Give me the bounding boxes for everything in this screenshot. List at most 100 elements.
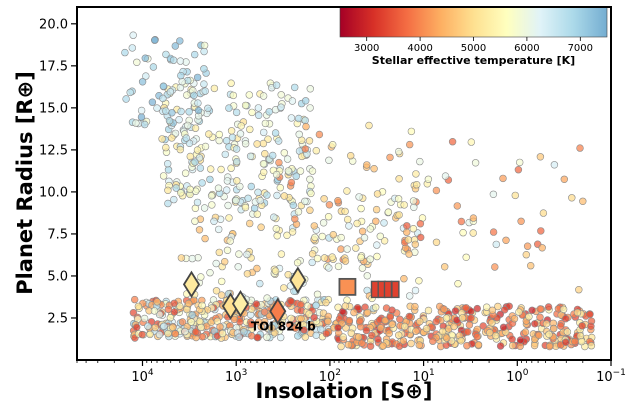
planet-point — [344, 341, 353, 349]
planet-point — [177, 254, 186, 262]
planet-point — [228, 133, 237, 142]
planet-point — [277, 91, 285, 99]
planet-point — [151, 36, 159, 44]
planet-point — [358, 339, 366, 347]
planet-point — [295, 130, 303, 139]
planet-point — [510, 315, 519, 323]
planet-point — [208, 201, 216, 209]
planet-point — [451, 307, 460, 315]
planet-point — [571, 337, 579, 346]
planet-point — [297, 300, 305, 309]
planet-point — [185, 299, 193, 308]
planet-point — [263, 294, 271, 302]
planet-point — [177, 71, 185, 80]
planet-point — [457, 217, 466, 226]
planet-point — [384, 208, 393, 216]
planet-point — [454, 280, 462, 288]
planet-point — [235, 250, 243, 258]
planet-point — [236, 182, 244, 191]
planet-point — [307, 189, 315, 198]
planet-point — [283, 231, 291, 240]
planet-point — [556, 322, 565, 330]
planet-point — [206, 269, 214, 277]
planet-point — [236, 130, 245, 138]
planet-point — [337, 245, 345, 253]
planet-point — [306, 175, 314, 184]
y-tick-label: 20.0 — [39, 17, 68, 32]
planet-point — [325, 201, 334, 209]
planet-point — [229, 91, 238, 100]
y-axis: 2.5 5.0 7.5 10.0 12.5 15.0 17.5 20.0 — [39, 17, 77, 326]
planet-point — [318, 232, 326, 241]
x-axis: 104 103 102 101 100 10−1 — [76, 360, 626, 385]
planet-point — [381, 316, 389, 325]
x-tick-label: 104 — [131, 368, 154, 385]
planet-point — [225, 104, 233, 112]
planet-point — [222, 137, 231, 145]
planet-point — [192, 328, 200, 336]
planet-point — [141, 120, 149, 129]
planet-point — [379, 342, 387, 350]
planet-point — [508, 341, 517, 350]
planet-point — [356, 317, 364, 325]
planet-point — [212, 287, 221, 295]
planet-point — [416, 317, 424, 326]
planet-point — [441, 172, 450, 180]
planet-point — [221, 258, 229, 266]
planet-point — [586, 310, 594, 318]
planet-point — [144, 322, 152, 330]
planet-point — [306, 85, 314, 93]
planet-point — [489, 228, 498, 236]
planet-point — [254, 104, 263, 112]
planet-point — [234, 263, 242, 271]
planet-point — [501, 306, 509, 314]
planet-point — [341, 302, 350, 310]
planet-point — [261, 119, 270, 128]
planet-point — [188, 311, 196, 319]
planet-point — [432, 317, 440, 326]
planet-point — [486, 329, 494, 337]
planet-point — [538, 244, 546, 252]
planet-point — [347, 329, 355, 337]
planet-point — [215, 136, 223, 145]
planet-point — [195, 154, 204, 162]
planet-point — [253, 264, 261, 273]
planet-point — [171, 330, 180, 338]
planet-point — [370, 165, 378, 173]
planet-point — [218, 277, 226, 286]
planet-point — [492, 240, 500, 249]
planet-point — [287, 297, 295, 306]
planet-point — [200, 80, 208, 88]
planet-point — [376, 232, 384, 241]
planet-point — [578, 322, 586, 330]
planet-point — [422, 324, 431, 333]
planet-point — [373, 190, 382, 198]
planet-point — [409, 197, 418, 205]
planet-point — [473, 333, 481, 341]
planet-point — [244, 194, 252, 203]
planet-point — [223, 186, 231, 194]
planet-point — [579, 197, 587, 206]
planet-point — [471, 159, 480, 167]
planet-point — [549, 324, 558, 333]
planet-point — [178, 318, 187, 326]
planet-point — [337, 342, 345, 351]
planet-point — [469, 214, 478, 222]
planet-point — [315, 130, 324, 139]
planet-point — [537, 227, 545, 235]
highlight-bar — [383, 280, 393, 299]
planet-point — [386, 153, 394, 162]
planet-point — [526, 262, 535, 270]
planet-point — [545, 330, 553, 338]
planet-point — [187, 318, 196, 326]
x-tick-label: 100 — [506, 368, 529, 385]
planet-point — [132, 119, 140, 127]
planet-point — [241, 101, 250, 110]
planet-point — [263, 191, 271, 199]
planet-point — [360, 234, 369, 242]
colorbar-tick-label: 5000 — [461, 43, 486, 54]
planet-point — [232, 196, 240, 205]
planet-point — [194, 106, 203, 115]
planet-point — [149, 63, 158, 71]
planet-point — [305, 310, 313, 318]
